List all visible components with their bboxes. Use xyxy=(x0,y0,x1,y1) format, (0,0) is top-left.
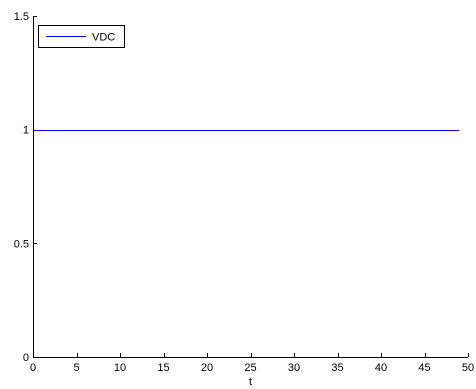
y-axis-ticks: 0 0.5 1 1.5 xyxy=(14,11,37,364)
x-axis-ticks: 0 5 10 15 20 25 30 35 40 45 50 xyxy=(30,353,474,374)
x-tick-label: 30 xyxy=(288,362,300,374)
plot-area: 0 5 10 15 20 25 30 35 40 45 50 0 0.5 1 1.5 xyxy=(14,11,474,374)
x-tick-label: 50 xyxy=(462,362,474,374)
x-tick-label: 0 xyxy=(30,362,36,374)
x-tick-label: 40 xyxy=(375,362,387,374)
x-tick-label: 25 xyxy=(244,362,256,374)
y-tick-label: 0 xyxy=(23,352,29,364)
x-tick-label: 10 xyxy=(114,362,126,374)
y-tick-label: 0.5 xyxy=(14,238,29,250)
x-tick-label: 5 xyxy=(73,362,79,374)
y-tick-label: 1 xyxy=(23,125,29,137)
x-tick-label: 45 xyxy=(418,362,430,374)
x-tick-label: 15 xyxy=(157,362,169,374)
x-tick-label: 20 xyxy=(201,362,213,374)
x-tick-label: 35 xyxy=(331,362,343,374)
legend-label: VDC xyxy=(92,32,115,44)
y-tick-label: 1.5 xyxy=(14,11,29,23)
legend: VDC xyxy=(38,25,125,48)
x-axis-label: t xyxy=(249,376,252,388)
